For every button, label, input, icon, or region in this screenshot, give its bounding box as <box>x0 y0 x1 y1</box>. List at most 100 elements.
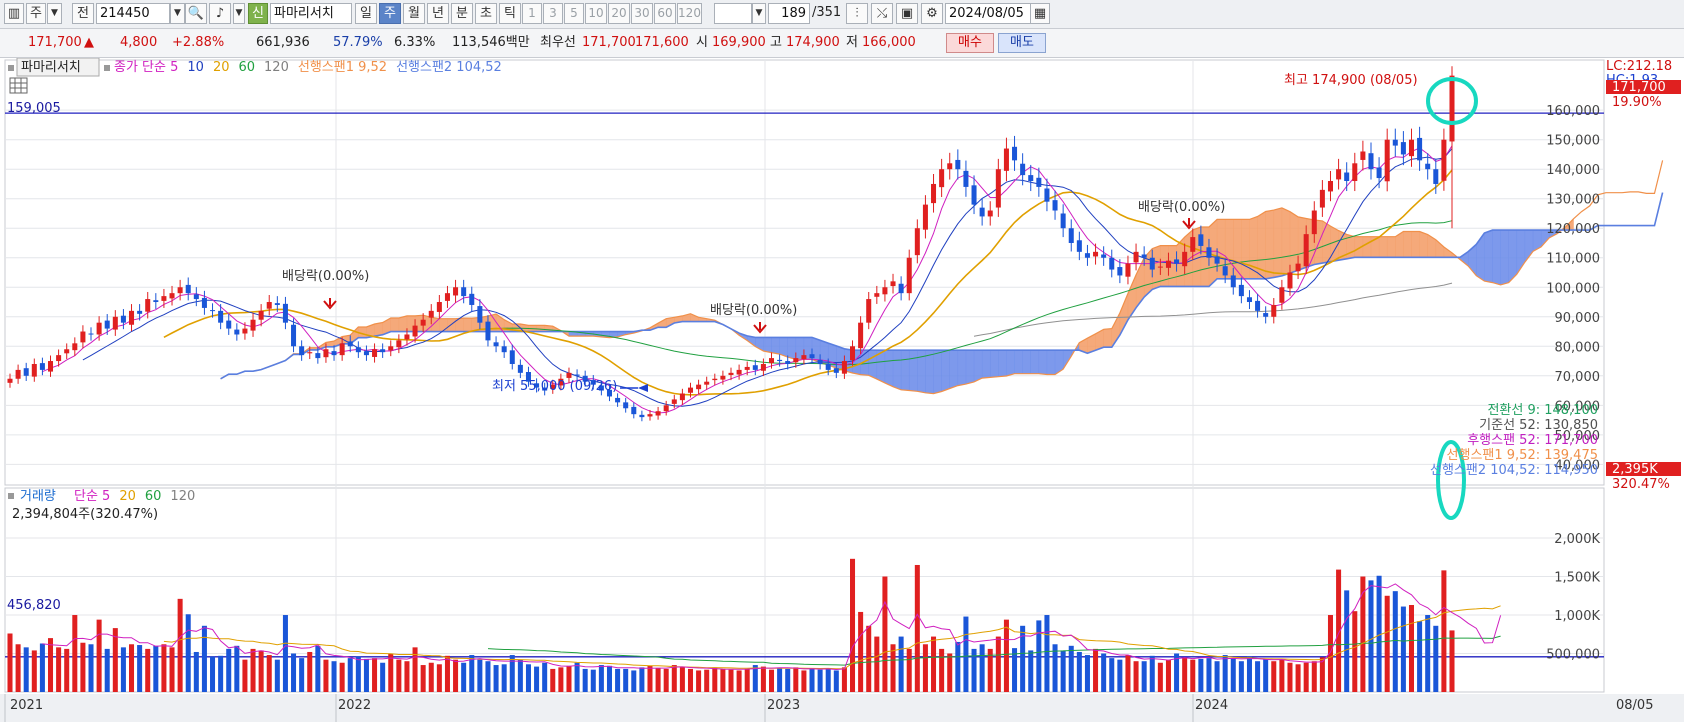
price-tick-label: 40,000 <box>1555 458 1601 473</box>
chevron-down-icon[interactable]: ▼ <box>47 3 62 24</box>
volume-bar <box>1360 576 1366 692</box>
volume-tick-label: 2,000K <box>1554 532 1600 547</box>
interval-button-10[interactable]: 10 <box>585 3 607 24</box>
period-tab-4[interactable]: 년 <box>427 3 449 24</box>
table-icon-grid <box>10 78 27 93</box>
interval-dropdown-icon[interactable]: ▼ <box>752 3 766 24</box>
volume-bar <box>850 558 856 692</box>
panel-title-box[interactable] <box>16 58 100 77</box>
save-icon[interactable]: ▣ <box>896 3 918 24</box>
interval-button-60[interactable]: 60 <box>654 3 676 24</box>
volume-bar <box>590 669 596 692</box>
candle-body <box>1084 253 1090 258</box>
cloud-segment <box>884 349 894 388</box>
price-legend-item-2: 10 <box>187 60 204 75</box>
volume-bar <box>1084 655 1090 692</box>
interval-button-3[interactable]: 3 <box>543 3 563 24</box>
volume-bar <box>453 659 459 692</box>
period-tab-7[interactable]: 틱 <box>499 3 521 24</box>
volume-bar <box>56 647 62 692</box>
volume-bar <box>1109 658 1115 692</box>
date-input[interactable]: 2024/08/05 <box>945 3 1031 24</box>
cloud-segment <box>989 349 999 378</box>
cloud-segment <box>941 349 950 392</box>
candle-body <box>841 361 847 374</box>
candle-body <box>1214 256 1220 264</box>
volume-bar <box>201 625 207 692</box>
cloud-segment <box>981 349 991 379</box>
period-menu-button[interactable]: 주 <box>26 3 46 24</box>
interval-button-120[interactable]: 120 <box>677 3 702 24</box>
candle-body <box>1190 237 1196 252</box>
interval-button-5[interactable]: 5 <box>564 3 584 24</box>
candle-body <box>501 346 507 353</box>
candle-body <box>428 310 434 318</box>
layout-icon[interactable]: ▥ <box>4 3 24 24</box>
candle-body <box>890 281 896 287</box>
candle-body <box>64 349 70 354</box>
candle-body <box>809 354 815 359</box>
cloud-segment <box>463 317 473 332</box>
candle-body <box>1076 240 1082 252</box>
prev-button[interactable]: 전 <box>72 3 94 24</box>
candle-body <box>453 287 459 296</box>
cloud-segment <box>1378 236 1388 258</box>
low-arrow-icon <box>638 384 648 392</box>
table-icon[interactable] <box>9 77 28 94</box>
volume-bar <box>1255 661 1261 692</box>
candle-body <box>161 296 167 301</box>
cloud-segment <box>390 317 400 332</box>
count-input[interactable]: 189 <box>768 3 810 24</box>
cloud-segment <box>908 349 918 392</box>
sound-icon[interactable]: ♪ <box>209 3 231 24</box>
volume-bar <box>898 636 904 692</box>
stock-name-field[interactable]: 파마리서치 <box>270 3 352 24</box>
volume-bar <box>1198 658 1204 692</box>
search-icon[interactable]: 🔍 <box>185 3 207 24</box>
period-tab-3[interactable]: 월 <box>403 3 425 24</box>
cloud-segment <box>973 349 983 383</box>
volume-bar <box>623 668 629 692</box>
candle-body <box>1400 142 1406 155</box>
sound-dropdown-icon[interactable]: ▼ <box>233 3 245 24</box>
last-price-tag <box>1606 80 1681 94</box>
candle-body <box>1449 75 1455 142</box>
period-tab-1[interactable]: 일 <box>355 3 377 24</box>
cloud-segment <box>998 349 1007 377</box>
ichimoku-label-4: 선행스팬1 9,52: 139,475 <box>1447 447 1598 463</box>
candle-body <box>1392 139 1398 146</box>
volume-y-axis: 2,000K 1,500K 1,000K 500,000 <box>1546 532 1600 662</box>
volume-bar <box>890 644 896 692</box>
cloud-segment <box>965 349 975 385</box>
stock-code-input[interactable]: 214450 <box>96 3 170 24</box>
candle-body <box>1441 139 1447 181</box>
code-dropdown-icon[interactable]: ▼ <box>170 3 185 24</box>
line-draw-icon[interactable]: ⤯ <box>871 3 893 24</box>
candle-body <box>129 310 135 325</box>
stock-chart[interactable]: 파마리서치 종가 단순 5 10 20 60 120 선행스팬1 9,52 선행스팬2 10… <box>0 58 1684 722</box>
volume-bar <box>939 648 945 692</box>
volume-bar <box>412 647 418 692</box>
interval-button-20[interactable]: 20 <box>608 3 630 24</box>
calendar-icon[interactable]: ▦ <box>1030 3 1050 24</box>
candle-type-icon[interactable]: ⫶ <box>846 3 868 24</box>
dividend-arrow-icon <box>323 298 337 310</box>
interval-button-30[interactable]: 30 <box>631 3 653 24</box>
cloud-segment <box>949 349 959 389</box>
candle-body <box>307 352 313 354</box>
candle-body <box>1125 263 1131 277</box>
period-tab-5[interactable]: 분 <box>451 3 473 24</box>
candle-body <box>493 342 499 347</box>
volume-bar <box>947 653 953 692</box>
period-tab-6[interactable]: 초 <box>475 3 497 24</box>
buy-button[interactable]: 매수 <box>946 33 994 53</box>
candle-body <box>858 322 864 349</box>
gear-icon[interactable]: ⚙ <box>921 3 943 24</box>
sell-button[interactable]: 매도 <box>998 33 1046 53</box>
interval-custom-input[interactable] <box>714 3 752 24</box>
cloud-segment <box>1419 231 1428 258</box>
period-tab-2[interactable]: 주 <box>379 3 401 24</box>
volume-bar <box>299 658 305 692</box>
interval-button-1[interactable]: 1 <box>522 3 542 24</box>
volume-bar <box>963 616 969 692</box>
